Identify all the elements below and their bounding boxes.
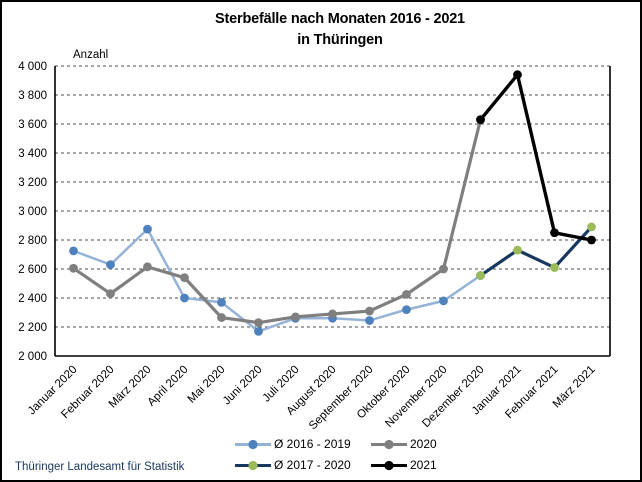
y-tick-label: 4 000 [18, 61, 47, 73]
title-block: Sterbefälle nach Monaten 2016 - 2021 in … [38, 9, 640, 51]
legend-item-2020: 2020 [371, 437, 463, 451]
y-axis-unit-label: Anzahl [73, 49, 109, 61]
y-tick-label: 2 800 [18, 235, 47, 247]
series-marker-3 [476, 115, 485, 125]
legend-label-2021: 2021 [410, 458, 437, 472]
legend-label-avg-2016-2019: Ø 2016 - 2019 [274, 437, 351, 451]
series-marker-0 [180, 293, 189, 303]
chart-title: Sterbefälle nach Monaten 2016 - 2021 [215, 11, 465, 27]
legend-line-marker-icon [371, 460, 407, 471]
y-tick-label: 2 200 [18, 322, 47, 334]
legend: Ø 2016 - 2019 2020 Ø 2017 - 2020 2021 [235, 437, 463, 472]
source-credit: Thüringer Landesamt für Statistik [15, 461, 185, 473]
series-marker-2 [476, 271, 485, 280]
legend-label-2020: 2020 [410, 437, 437, 451]
series-marker-1 [106, 289, 115, 299]
y-tick-label: 2 600 [18, 264, 47, 276]
series-line-1 [72, 119, 483, 325]
x-tick-label: September 2020 [307, 364, 376, 433]
legend-item-2021: 2021 [371, 458, 463, 472]
series-marker-0 [254, 326, 263, 336]
legend-line-marker-icon [235, 439, 271, 450]
series-marker-0 [365, 316, 374, 325]
y-tick-label: 2 000 [18, 351, 47, 363]
legend-line-marker-icon [371, 439, 407, 450]
y-tick-label: 3 000 [18, 206, 47, 218]
x-tick-label: Juni 2020 [221, 364, 265, 408]
y-tick-label: 3 200 [18, 177, 47, 189]
series-line-0 [73, 227, 482, 333]
series-marker-2 [550, 263, 559, 272]
series-marker-3 [513, 70, 522, 80]
series-marker-1 [69, 263, 78, 273]
series-marker-3 [587, 235, 596, 245]
series-line-2 [479, 225, 593, 277]
legend-line-marker-icon [235, 460, 271, 471]
legend-label-avg-2017-2020: Ø 2017 - 2020 [274, 458, 351, 472]
y-tick-label: 3 600 [18, 119, 47, 131]
legend-item-avg-2016-2019: Ø 2016 - 2019 [235, 437, 371, 451]
series-marker-1 [291, 312, 300, 322]
series-line-3 [479, 70, 592, 242]
series-marker-1 [254, 318, 263, 328]
series-marker-0 [217, 297, 226, 307]
legend-item-avg-2017-2020: Ø 2017 - 2020 [235, 458, 371, 472]
series-marker-1 [217, 313, 226, 322]
series-marker-3 [550, 228, 559, 238]
series-marker-1 [180, 273, 189, 283]
chart-subtitle: in Thüringen [297, 32, 383, 48]
y-tick-label: 3 400 [18, 148, 47, 160]
y-tick-label: 3 800 [18, 90, 47, 102]
series-marker-1 [402, 289, 411, 299]
series-marker-0 [69, 246, 78, 256]
series-marker-2 [513, 245, 522, 255]
series-marker-1 [143, 262, 152, 272]
series-marker-0 [106, 260, 115, 270]
series-marker-0 [402, 305, 411, 314]
series-marker-1 [328, 309, 337, 319]
series-marker-2 [587, 222, 596, 232]
x-tick-label: April 2020 [146, 364, 191, 409]
y-tick-label: 2 400 [18, 293, 47, 305]
series-marker-1 [365, 306, 374, 316]
series-marker-0 [439, 296, 448, 306]
series-marker-1 [439, 264, 448, 274]
series-marker-0 [143, 224, 152, 234]
